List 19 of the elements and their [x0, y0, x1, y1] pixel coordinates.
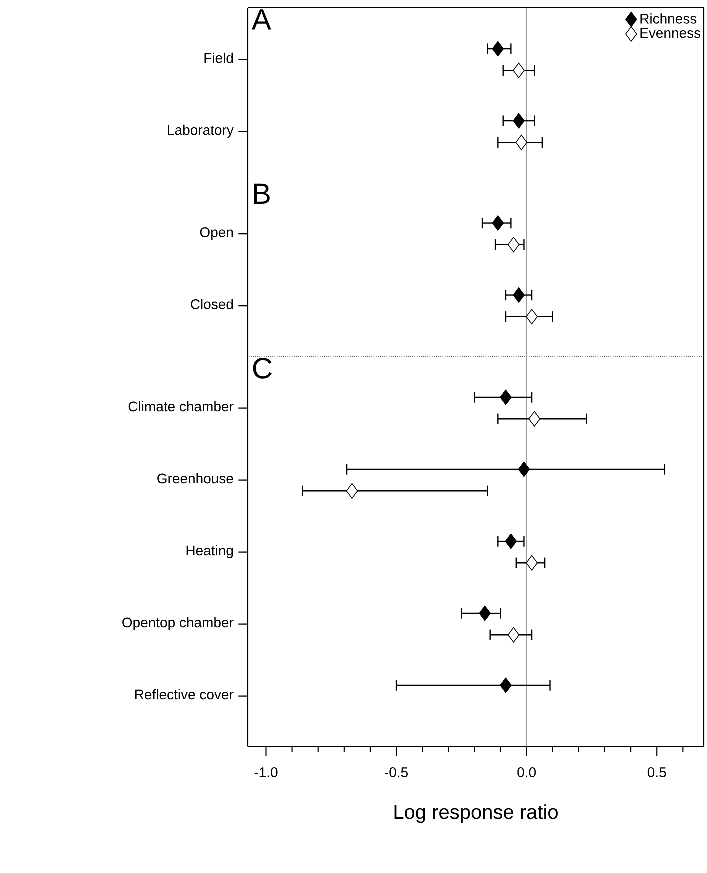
y-tick-label: Climate chamber: [128, 401, 234, 412]
y-tick-label: Open: [200, 228, 234, 240]
y-tick-label: Heating: [186, 545, 234, 558]
x-tick-label: -1.0: [254, 768, 278, 778]
y-tick-label: Reflective cover: [136, 689, 234, 700]
annotation: B: [254, 184, 270, 204]
y-tick-label: Laboratory: [168, 124, 234, 138]
y-tick-label: Greenhouse: [158, 473, 234, 484]
y-tick-label: Opentop chamber: [122, 617, 234, 630]
legend-label: Richness: [640, 14, 697, 24]
annotation: A: [252, 10, 272, 30]
x-axis-title: Log response ratio: [394, 804, 558, 824]
x-tick-label: 0.5: [648, 768, 666, 778]
annotation: C: [253, 358, 272, 379]
legend-label: Evenness: [640, 28, 701, 38]
y-tick-label: Closed: [191, 299, 234, 310]
x-tick-label: 0.0: [518, 768, 536, 778]
x-tick-label: -0.5: [385, 768, 408, 778]
y-tick-label: Field: [204, 52, 234, 64]
